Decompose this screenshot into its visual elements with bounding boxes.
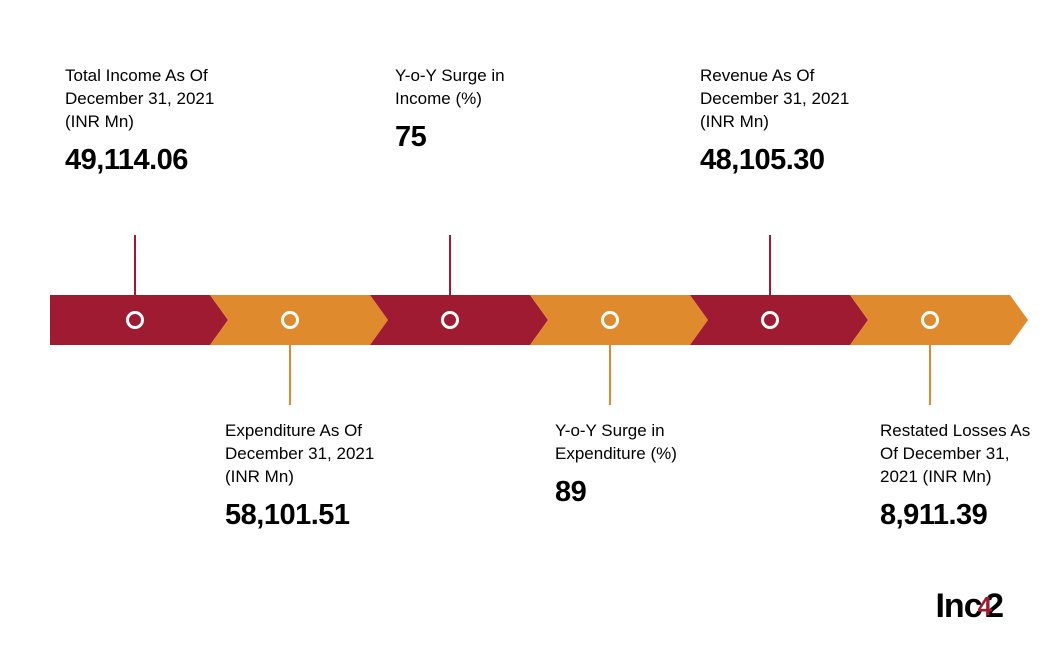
metric-label: Revenue As Of December 31, 2021 (INR Mn) <box>700 65 870 134</box>
arrow-segment <box>850 295 1028 345</box>
metric-block: Revenue As Of December 31, 2021 (INR Mn)… <box>700 65 870 177</box>
metric-label: Total Income As Of December 31, 2021 (IN… <box>65 65 235 134</box>
brand-logo: Inc42 <box>935 587 1003 626</box>
metric-label: Y-o-Y Surge in Expenditure (%) <box>555 420 725 466</box>
timeline-marker <box>601 311 619 329</box>
timeline-marker <box>126 311 144 329</box>
metric-block: Expenditure As Of December 31, 2021 (INR… <box>225 420 395 532</box>
timeline-marker <box>921 311 939 329</box>
metric-block: Restated Losses As Of December 31, 2021 … <box>880 420 1050 532</box>
metric-label: Y-o-Y Surge in Income (%) <box>395 65 565 111</box>
metric-value: 8,911.39 <box>880 499 1050 532</box>
connector-line <box>134 235 136 295</box>
metric-block: Y-o-Y Surge in Expenditure (%) 89 <box>555 420 725 509</box>
arrow-segment <box>370 295 548 345</box>
connector-line <box>289 345 291 405</box>
arrow-segment <box>210 295 388 345</box>
metric-label: Restated Losses As Of December 31, 2021 … <box>880 420 1050 489</box>
metric-block: Y-o-Y Surge in Income (%) 75 <box>395 65 565 154</box>
connector-line <box>609 345 611 405</box>
arrow-segment <box>530 295 708 345</box>
timeline-arrows <box>0 295 1063 345</box>
connector-line <box>449 235 451 295</box>
metric-value: 49,114.06 <box>65 144 235 177</box>
metric-value: 89 <box>555 476 725 509</box>
metric-block: Total Income As Of December 31, 2021 (IN… <box>65 65 235 177</box>
logo-accent: 4 <box>978 591 991 621</box>
timeline-marker <box>761 311 779 329</box>
timeline-marker <box>441 311 459 329</box>
metric-label: Expenditure As Of December 31, 2021 (INR… <box>225 420 395 489</box>
logo-pre: Inc <box>935 587 981 625</box>
connector-line <box>769 235 771 295</box>
metric-value: 48,105.30 <box>700 144 870 177</box>
arrow-segment <box>690 295 868 345</box>
metric-value: 75 <box>395 121 565 154</box>
timeline-marker <box>281 311 299 329</box>
metric-value: 58,101.51 <box>225 499 395 532</box>
connector-line <box>929 345 931 405</box>
